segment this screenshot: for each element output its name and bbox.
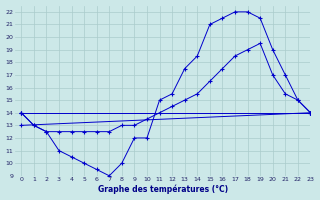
X-axis label: Graphe des températures (°C): Graphe des températures (°C) bbox=[98, 185, 228, 194]
